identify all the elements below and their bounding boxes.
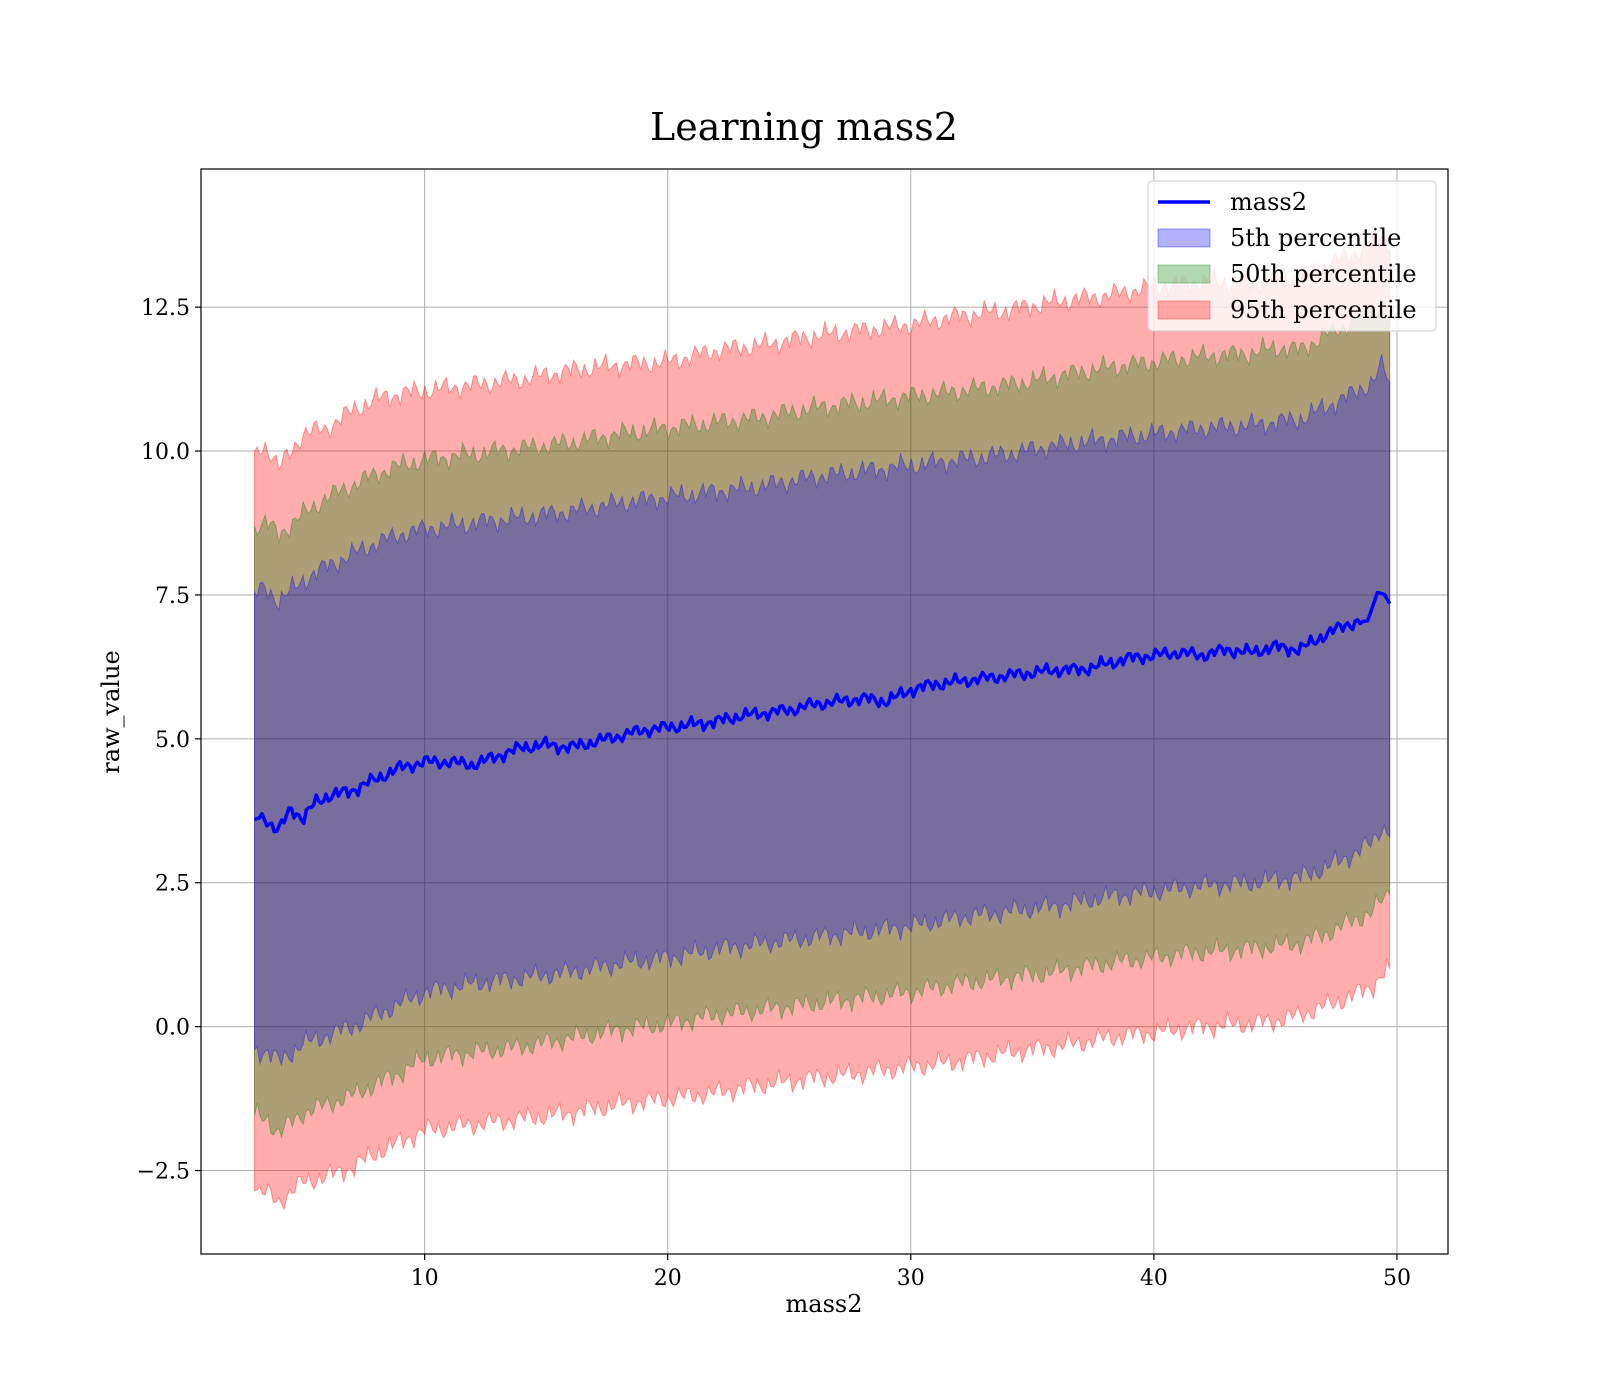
legend-label: 5th percentile <box>1230 224 1401 252</box>
legend-swatch-patch <box>1157 264 1211 284</box>
legend-swatch-patch <box>1157 228 1211 248</box>
chart-title: Learning mass2 <box>650 105 958 149</box>
legend-label: mass2 <box>1230 188 1307 216</box>
y-tick-label: 12.5 <box>141 296 190 321</box>
x-axis-label: mass2 <box>786 1290 863 1318</box>
axis-ticks: 10 20 30 40 50 −2.5 0.0 2.5 5.0 7.5 10.0 12.5 <box>137 296 1411 1291</box>
x-tick-label: 40 <box>1140 1266 1168 1291</box>
x-tick-label: 20 <box>654 1266 682 1291</box>
legend-swatch-patch <box>1157 300 1211 320</box>
y-tick-label: 7.5 <box>155 584 190 609</box>
y-tick-label: 5.0 <box>155 728 190 753</box>
legend-label: 50th percentile <box>1230 260 1417 288</box>
band-50th-percentile <box>254 299 1391 1140</box>
legend-label: 95th percentile <box>1230 296 1417 324</box>
y-tick-label: 10.0 <box>141 440 190 465</box>
x-tick-label: 50 <box>1383 1266 1411 1291</box>
legend-box <box>1147 180 1437 332</box>
x-tick-label: 10 <box>411 1266 439 1291</box>
y-tick-label: −2.5 <box>137 1160 190 1185</box>
grid-lines <box>201 169 1448 1254</box>
x-tick-label: 30 <box>897 1266 925 1291</box>
band-95th-percentile <box>254 229 1391 1211</box>
plot-frame <box>200 168 1449 1255</box>
mean-line-mass2 <box>254 590 1392 834</box>
y-axis-label: raw_value <box>97 650 125 774</box>
y-tick-label: 2.5 <box>155 872 190 897</box>
y-tick-label: 0.0 <box>155 1016 190 1041</box>
legend: mass2 5th percentile 50th percentile 95th p… <box>1147 180 1437 332</box>
mean-line-layer <box>254 590 1392 834</box>
